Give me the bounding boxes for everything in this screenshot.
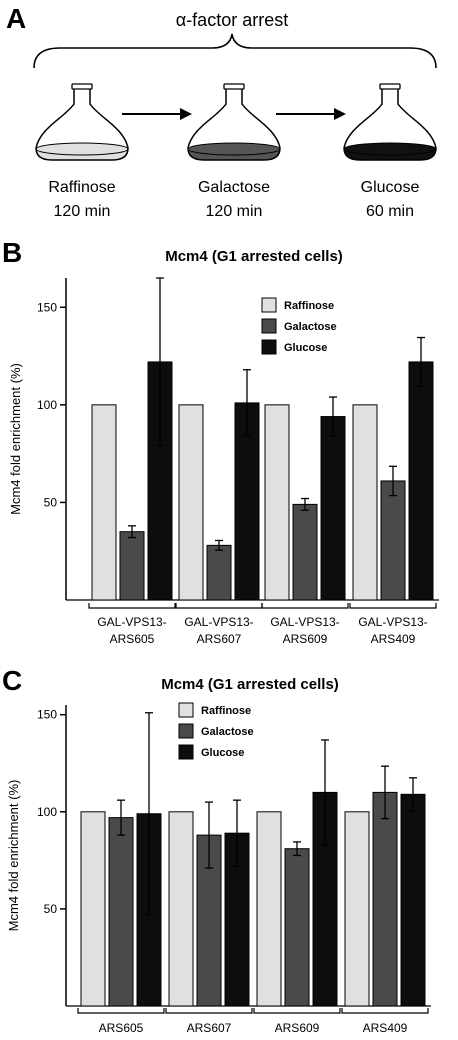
panel-c-letter: C bbox=[2, 665, 22, 696]
arrest-brace bbox=[33, 33, 437, 69]
bar bbox=[292, 503, 318, 601]
legend-label: Raffinose bbox=[284, 300, 334, 312]
legend-swatch bbox=[261, 318, 277, 334]
flask-time-label: 120 min bbox=[54, 203, 111, 220]
panel-b-letter: B bbox=[2, 237, 22, 268]
y-tick-label: 150 bbox=[37, 708, 57, 722]
category-bracket bbox=[165, 1008, 253, 1014]
chart-c-title: Mcm4 (G1 arrested cells) bbox=[161, 676, 339, 693]
bar bbox=[400, 793, 426, 1007]
bar bbox=[352, 404, 378, 601]
panel-b: B Mcm4 (G1 arrested cells) 50 100 150 Mcm4 … bbox=[2, 237, 439, 646]
legend-swatch bbox=[178, 744, 194, 760]
category-label: ARS605 bbox=[99, 1021, 144, 1035]
bar bbox=[206, 544, 232, 601]
y-axis-label: Mcm4 fold enrichment (%) bbox=[8, 363, 23, 515]
chart-b: 50 100 150 Mcm4 fold enrichment (%) GAL-VPS1… bbox=[8, 277, 439, 646]
flask-medium-label: Glucose bbox=[361, 179, 420, 196]
bar bbox=[264, 404, 290, 601]
flask-time-label: 120 min bbox=[206, 203, 263, 220]
arrow-2-head bbox=[334, 108, 346, 120]
y-axis-label: Mcm4 fold enrichment (%) bbox=[6, 780, 21, 932]
legend-label: Glucose bbox=[201, 747, 244, 759]
bar bbox=[256, 811, 282, 1007]
panel-a-letter: A bbox=[6, 3, 26, 34]
chart-c: 50 100 150 Mcm4 fold enrichment (%) ARS605 AR… bbox=[6, 702, 431, 1035]
flask-lip bbox=[379, 83, 401, 90]
flask-liquid-surface bbox=[187, 142, 281, 156]
bar bbox=[108, 817, 134, 1007]
category-label: GAL-VPS13- bbox=[97, 615, 166, 629]
panel-a: A α-factor arrest Raffinose 120 min Galact… bbox=[6, 3, 437, 220]
bar bbox=[91, 404, 117, 601]
category-label: ARS605 bbox=[110, 632, 155, 646]
legend-label: Galactose bbox=[284, 321, 337, 333]
bar bbox=[372, 791, 398, 1007]
category-label: ARS409 bbox=[371, 632, 416, 646]
legend-label: Glucose bbox=[284, 342, 327, 354]
flask-lip bbox=[223, 83, 245, 90]
category-bracket bbox=[341, 1008, 429, 1014]
legend-label: Galactose bbox=[201, 726, 254, 738]
arrest-label: α-factor arrest bbox=[176, 10, 288, 30]
flask-time-label: 60 min bbox=[366, 203, 414, 220]
y-tick-label: 100 bbox=[37, 398, 57, 412]
y-tick-label: 50 bbox=[44, 902, 58, 916]
bar bbox=[284, 848, 310, 1007]
flask-outline bbox=[343, 87, 437, 161]
arrow-1-head bbox=[180, 108, 192, 120]
y-tick-label: 50 bbox=[44, 495, 58, 509]
legend-swatch bbox=[261, 297, 277, 313]
flask-group: Raffinose 120 min Galactose 120 min Glucose 6… bbox=[35, 83, 437, 220]
category-label: ARS409 bbox=[363, 1021, 408, 1035]
category-bracket bbox=[253, 1008, 341, 1014]
flask-liquid-surface bbox=[35, 142, 129, 156]
category-label: ARS607 bbox=[197, 632, 242, 646]
bar bbox=[168, 811, 194, 1007]
category-label: ARS609 bbox=[275, 1021, 320, 1035]
category-label: ARS607 bbox=[187, 1021, 232, 1035]
category-bracket bbox=[77, 1008, 165, 1014]
bar bbox=[178, 404, 204, 601]
flask-medium-label: Galactose bbox=[198, 179, 270, 196]
chart-b-title: Mcm4 (G1 arrested cells) bbox=[165, 248, 343, 265]
flask-medium-label: Raffinose bbox=[48, 179, 115, 196]
bar bbox=[344, 811, 370, 1007]
category-label: GAL-VPS13- bbox=[270, 615, 339, 629]
flask-lip bbox=[71, 83, 93, 90]
category-bracket bbox=[349, 603, 437, 609]
bar bbox=[408, 361, 434, 601]
legend-swatch bbox=[261, 339, 277, 355]
category-bracket bbox=[175, 603, 263, 609]
y-tick-label: 150 bbox=[37, 300, 57, 314]
flask-liquid-surface bbox=[343, 142, 437, 156]
category-label: GAL-VPS13- bbox=[184, 615, 253, 629]
category-bracket bbox=[88, 603, 176, 609]
panel-c: C Mcm4 (G1 arrested cells) 50 100 150 Mcm4 … bbox=[2, 665, 431, 1035]
category-label: GAL-VPS13- bbox=[358, 615, 427, 629]
y-tick-label: 100 bbox=[37, 805, 57, 819]
legend-swatch bbox=[178, 723, 194, 739]
flask-outline bbox=[187, 87, 281, 161]
category-bracket bbox=[261, 603, 349, 609]
legend-swatch bbox=[178, 702, 194, 718]
bar bbox=[80, 811, 106, 1007]
flask-outline bbox=[35, 87, 129, 161]
bar bbox=[320, 416, 346, 601]
legend-label: Raffinose bbox=[201, 705, 251, 717]
category-label: ARS609 bbox=[283, 632, 328, 646]
bar bbox=[119, 531, 145, 601]
bar bbox=[380, 480, 406, 601]
